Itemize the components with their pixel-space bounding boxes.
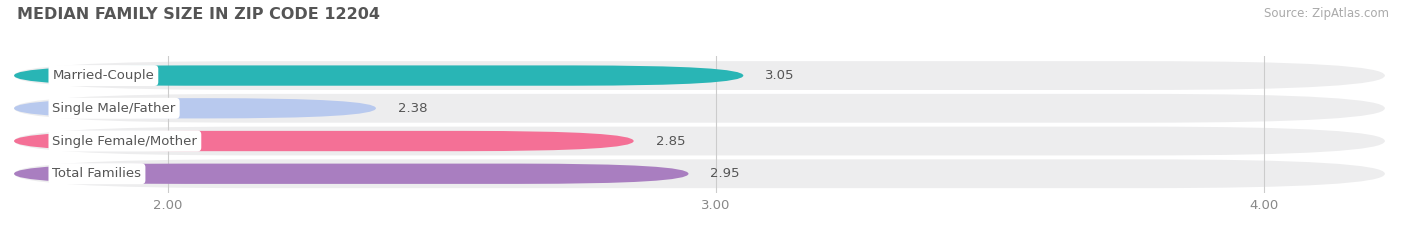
- Text: 3.05: 3.05: [765, 69, 794, 82]
- FancyBboxPatch shape: [14, 164, 689, 184]
- FancyBboxPatch shape: [14, 127, 1385, 155]
- FancyBboxPatch shape: [14, 159, 1385, 188]
- Text: Source: ZipAtlas.com: Source: ZipAtlas.com: [1264, 7, 1389, 20]
- FancyBboxPatch shape: [14, 94, 1385, 123]
- FancyBboxPatch shape: [14, 98, 375, 118]
- Text: 2.95: 2.95: [710, 167, 740, 180]
- FancyBboxPatch shape: [14, 61, 1385, 90]
- FancyBboxPatch shape: [14, 131, 634, 151]
- Text: Single Male/Father: Single Male/Father: [52, 102, 176, 115]
- Text: Married-Couple: Married-Couple: [52, 69, 155, 82]
- Text: MEDIAN FAMILY SIZE IN ZIP CODE 12204: MEDIAN FAMILY SIZE IN ZIP CODE 12204: [17, 7, 380, 22]
- Text: Single Female/Mother: Single Female/Mother: [52, 134, 197, 147]
- FancyBboxPatch shape: [14, 65, 744, 86]
- Text: 2.85: 2.85: [655, 134, 685, 147]
- Text: 2.38: 2.38: [398, 102, 427, 115]
- Text: Total Families: Total Families: [52, 167, 142, 180]
